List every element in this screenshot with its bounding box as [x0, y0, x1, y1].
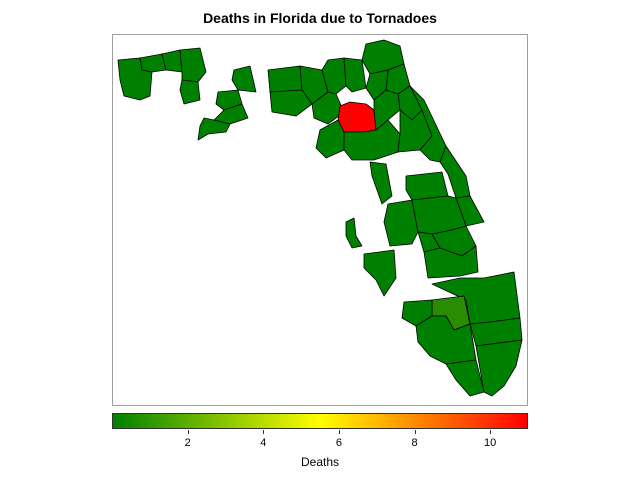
color-scale-tick-label: 2	[184, 437, 191, 449]
county-region	[231, 65, 257, 93]
color-scale-tick-label: 6	[335, 437, 342, 449]
county-region	[269, 89, 313, 117]
color-scale-ticks: 2 4 6 8 10	[0, 430, 640, 454]
county-region	[197, 117, 231, 141]
county-region	[179, 79, 201, 105]
chart-title: Deaths in Florida due to Tornadoes	[203, 10, 437, 26]
color-scale-bar	[112, 413, 528, 429]
county-region	[139, 53, 167, 73]
color-scale-tick	[414, 430, 416, 434]
color-scale-tick	[187, 430, 189, 434]
county-region	[415, 315, 477, 365]
county-region	[267, 65, 303, 93]
county-region	[445, 359, 485, 397]
county-region	[373, 89, 401, 131]
color-scale-tick-label: 8	[411, 437, 418, 449]
color-scale-tick-label: 10	[484, 437, 497, 449]
county-region	[369, 161, 393, 205]
color-scale-tick	[263, 430, 265, 434]
color-scale-title: Deaths	[300, 455, 340, 469]
color-scale-tick	[490, 430, 492, 434]
color-scale-tick-label: 4	[260, 437, 267, 449]
county-region	[179, 47, 207, 83]
county-region	[315, 119, 345, 159]
county-region	[469, 317, 523, 347]
county-region	[337, 101, 377, 133]
color-scale-tick	[338, 430, 340, 434]
county-region	[423, 245, 479, 279]
county-region	[405, 171, 449, 201]
county-region	[343, 57, 367, 93]
county-region	[345, 217, 363, 249]
county-region	[363, 249, 397, 297]
county-region	[213, 103, 249, 125]
county-region	[409, 85, 447, 163]
